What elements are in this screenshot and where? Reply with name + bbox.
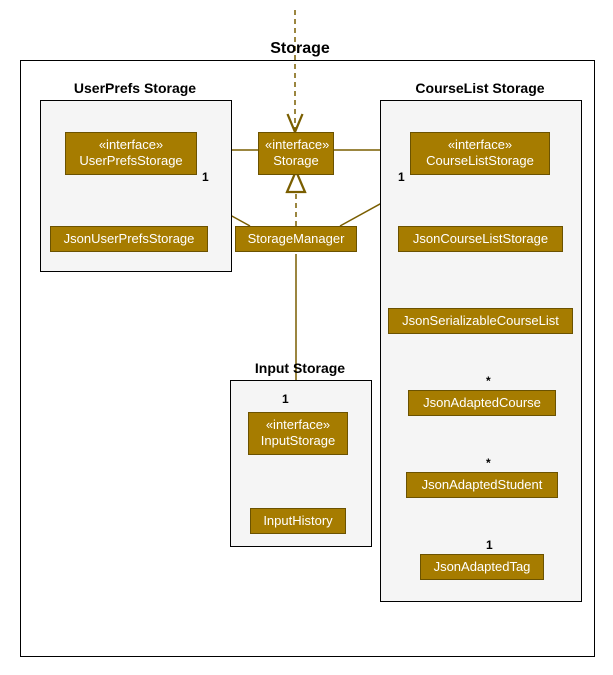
- package-input-title: Input Storage: [235, 360, 365, 376]
- interface-userprefs-storage: «interface» UserPrefsStorage: [65, 132, 197, 175]
- class-json-adapted-tag: JsonAdaptedTag: [420, 554, 544, 580]
- multiplicity-1: 1: [282, 392, 289, 406]
- class-name: StorageManager: [248, 231, 345, 246]
- multiplicity-star: *: [486, 374, 491, 388]
- package-courselist-title: CourseList Storage: [400, 80, 560, 96]
- class-name: JsonCourseListStorage: [413, 231, 548, 246]
- interface-courselist-storage: «interface» CourseListStorage: [410, 132, 550, 175]
- class-name: JsonAdaptedStudent: [422, 477, 543, 492]
- package-userprefs-title: UserPrefs Storage: [55, 80, 215, 96]
- multiplicity-star: *: [486, 456, 491, 470]
- interface-storage: «interface» Storage: [258, 132, 334, 175]
- class-json-userprefs-storage: JsonUserPrefsStorage: [50, 226, 208, 252]
- stereotype: «interface»: [417, 137, 543, 153]
- class-name: JsonAdaptedTag: [434, 559, 531, 574]
- class-json-adapted-course: JsonAdaptedCourse: [408, 390, 556, 416]
- interface-input-storage: «interface» InputStorage: [248, 412, 348, 455]
- stereotype: «interface»: [255, 417, 341, 433]
- class-name: JsonAdaptedCourse: [423, 395, 541, 410]
- diagram-canvas: Storage UserPrefs Storage CourseList Sto…: [10, 10, 603, 665]
- stereotype: «interface»: [72, 137, 190, 153]
- package-storage-title: Storage: [250, 40, 350, 58]
- class-name: Storage: [265, 153, 327, 169]
- class-storage-manager: StorageManager: [235, 226, 357, 252]
- class-name: CourseListStorage: [417, 153, 543, 169]
- class-json-courselist-storage: JsonCourseListStorage: [398, 226, 563, 252]
- multiplicity-1: 1: [202, 170, 209, 184]
- class-name: InputHistory: [263, 513, 332, 528]
- class-name: JsonUserPrefsStorage: [64, 231, 195, 246]
- package-courselist: [380, 100, 582, 602]
- class-json-adapted-student: JsonAdaptedStudent: [406, 472, 558, 498]
- multiplicity-1: 1: [398, 170, 405, 184]
- class-name: UserPrefsStorage: [72, 153, 190, 169]
- class-name: JsonSerializableCourseList: [402, 313, 559, 328]
- class-json-serializable-courselist: JsonSerializableCourseList: [388, 308, 573, 334]
- class-input-history: InputHistory: [250, 508, 346, 534]
- stereotype: «interface»: [265, 137, 327, 153]
- multiplicity-1: 1: [486, 538, 493, 552]
- class-name: InputStorage: [255, 433, 341, 449]
